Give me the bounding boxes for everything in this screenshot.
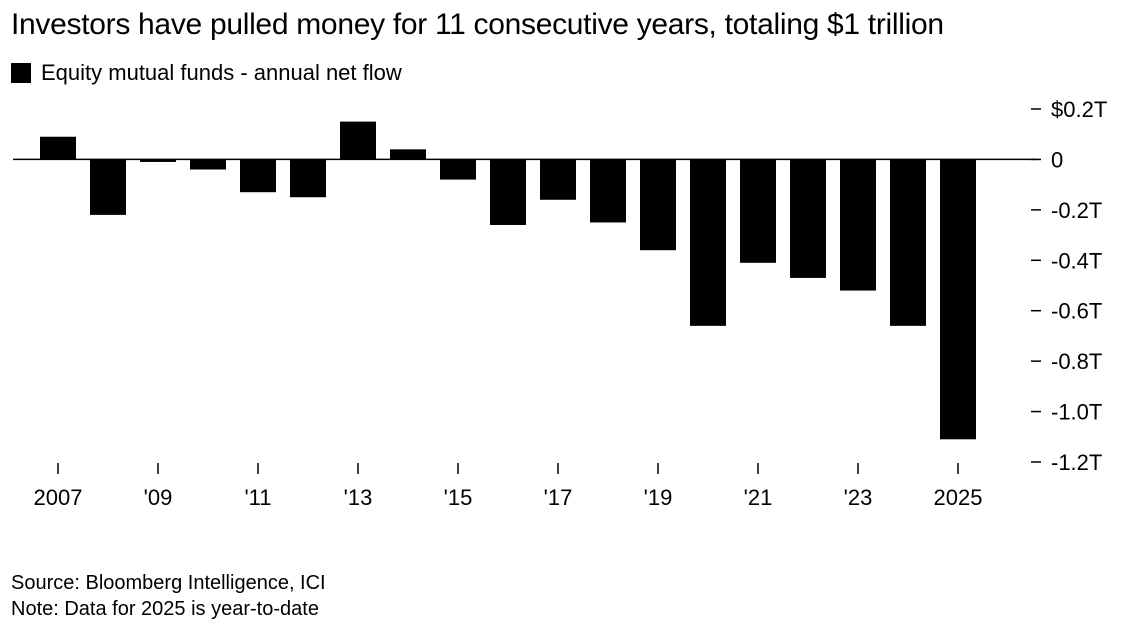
legend-label: Equity mutual funds - annual net flow [41, 60, 402, 85]
bar-2019 [640, 159, 676, 251]
bar-2016 [490, 159, 526, 225]
legend-swatch [11, 63, 31, 83]
bar-2010 [190, 159, 226, 170]
bar-2011 [240, 159, 276, 193]
bar-2024 [890, 159, 926, 326]
x-tick-label: '09 [144, 485, 173, 510]
x-tick-label: 2007 [34, 485, 83, 510]
source-note: Source: Bloomberg Intelligence, ICI [11, 572, 326, 594]
bar-2015 [440, 159, 476, 180]
bar-2025 [940, 159, 976, 440]
y-tick-label: $0.2T [1051, 97, 1107, 122]
bar-2008 [90, 159, 126, 215]
y-tick-label: -0.4T [1051, 248, 1102, 273]
x-tick-label: '11 [244, 485, 271, 510]
y-tick-label: -1.0T [1051, 400, 1102, 425]
bar-2020 [690, 159, 726, 326]
x-tick-label: '23 [844, 485, 873, 510]
bar-2012 [290, 159, 326, 198]
bar-2018 [590, 159, 626, 223]
bar-2022 [790, 159, 826, 278]
legend: Equity mutual funds - annual net flow [11, 60, 402, 86]
y-tick-label: -1.2T [1051, 450, 1102, 475]
bar-2017 [540, 159, 576, 200]
y-tick-label: -0.8T [1051, 349, 1102, 374]
chart-title: Investors have pulled money for 11 conse… [11, 8, 944, 41]
bar-chart: $0.2T 0 -0.2T -0.4T -0.6T -0.8T -1.0T -1.2T 2007… [13, 97, 1107, 510]
bar-2023 [840, 159, 876, 291]
y-tick-label: -0.6T [1051, 299, 1102, 324]
bar-2009 [140, 159, 176, 162]
x-tick-label: '13 [344, 485, 373, 510]
x-tick-label: 2025 [934, 485, 983, 510]
y-tick-label: -0.2T [1051, 198, 1102, 223]
bar-2013 [340, 121, 376, 160]
y-tick-label: 0 [1051, 147, 1063, 172]
bar-2007 [40, 136, 76, 160]
x-tick-label: '15 [444, 485, 473, 510]
x-tick-label: '21 [744, 485, 773, 510]
bar-2014 [390, 149, 426, 160]
x-tick-label: '19 [644, 485, 673, 510]
x-tick-label: '17 [544, 485, 573, 510]
bar-2021 [740, 159, 776, 263]
footnote: Note: Data for 2025 is year-to-date [11, 598, 319, 620]
